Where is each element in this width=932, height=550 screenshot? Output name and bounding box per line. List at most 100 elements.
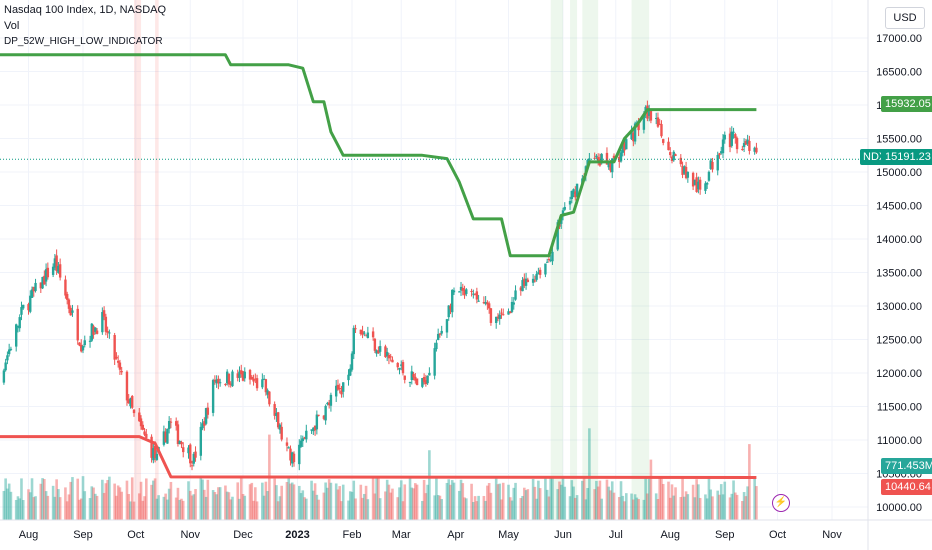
volume-bar: [559, 484, 563, 520]
volume-bar: [324, 482, 327, 520]
volume-bar: [231, 496, 234, 520]
volume-bar: [470, 483, 473, 520]
low-52w-price-tag: 10440.64: [881, 479, 932, 495]
candle-body: [674, 154, 677, 156]
volume-bar: [280, 485, 283, 520]
currency-selector[interactable]: USD: [885, 7, 925, 29]
candle-body: [224, 383, 227, 385]
candle-body: [201, 423, 204, 429]
candle-body: [400, 364, 403, 366]
volume-bar: [313, 483, 317, 520]
volume-bar: [698, 497, 702, 520]
volume-bar: [384, 491, 387, 520]
candle-body: [459, 286, 463, 291]
volume-bar: [428, 450, 431, 520]
candle-body: [667, 141, 670, 151]
candle-body: [438, 333, 442, 335]
candle-body: [363, 332, 366, 334]
candle-body: [633, 123, 637, 142]
volume-bar: [348, 491, 352, 520]
candle-body: [366, 332, 370, 338]
x-tick-label: Aug: [19, 529, 39, 541]
candle-body: [509, 311, 512, 314]
volume-bar: [595, 480, 598, 520]
volume-bar: [303, 497, 306, 520]
volume-bar: [500, 499, 503, 520]
y-tick-label: 17000.00: [876, 33, 922, 45]
volume-bar: [315, 494, 319, 520]
volume-bar: [116, 485, 120, 520]
candle-body: [138, 412, 141, 422]
volume-bar: [507, 484, 510, 520]
candle-body: [347, 374, 350, 381]
candle-body: [572, 189, 575, 194]
candle-body: [324, 405, 327, 421]
volume-bar: [510, 500, 514, 520]
candle-body: [71, 310, 74, 313]
candle-body: [679, 157, 683, 165]
volume-bar: [375, 476, 378, 520]
candle-body: [658, 123, 661, 125]
candle-body: [410, 371, 413, 381]
volume-bar: [535, 498, 538, 520]
y-tick-label: 11000.00: [877, 435, 922, 447]
candle-body: [215, 379, 218, 384]
candle-body: [227, 373, 231, 385]
candle-body: [494, 316, 498, 323]
symbol-legend[interactable]: Nasdaq 100 Index, 1D, NASDAQ: [4, 4, 167, 16]
candle-body: [654, 117, 658, 119]
candle-body: [41, 276, 44, 289]
volume-bar: [174, 497, 178, 520]
candle-body: [88, 340, 92, 342]
volume-bar: [371, 477, 375, 520]
candle-body: [375, 350, 378, 354]
volume-bar: [672, 495, 676, 520]
candle-body: [174, 421, 178, 426]
candle-body: [350, 353, 354, 370]
candle-body: [574, 191, 577, 198]
candle-body: [43, 275, 46, 285]
volume-bar: [152, 480, 155, 520]
candle-body: [169, 421, 173, 423]
candle-body: [141, 424, 144, 430]
candle-body: [378, 346, 382, 352]
volume-bar: [572, 486, 575, 520]
candle-body: [681, 166, 684, 175]
volume-bar: [385, 479, 389, 520]
volume-bar: [670, 484, 674, 520]
candle-body: [538, 269, 542, 275]
x-tick-label: Oct: [769, 529, 786, 541]
volume-bar: [609, 490, 612, 520]
lightning-icon[interactable]: ⚡: [772, 494, 790, 512]
volume-bar: [412, 488, 415, 520]
candle-body: [92, 326, 95, 335]
volume-bar: [744, 496, 748, 520]
candle-body: [461, 287, 464, 291]
volume-bar: [396, 497, 400, 520]
volume-bar: [424, 493, 428, 520]
volume-bar: [667, 481, 670, 520]
x-tick-label: Nov: [180, 529, 200, 541]
x-tick-label: Apr: [447, 529, 464, 541]
candle-body: [231, 371, 234, 387]
volume-bar: [359, 484, 363, 520]
y-tick-label: 13000.00: [876, 301, 922, 313]
indicator-legend[interactable]: DP_52W_HIGH_LOW_INDICATOR: [4, 36, 163, 47]
candle-body: [649, 110, 653, 121]
candle-body: [697, 181, 700, 190]
volume-bar: [264, 481, 268, 520]
candle-body: [472, 293, 475, 295]
volume-bar: [155, 498, 159, 520]
candle-body: [139, 418, 143, 427]
volume-bar: [691, 484, 695, 520]
volume-bar: [27, 489, 30, 520]
volume-bar: [153, 478, 157, 520]
volume-bar: [563, 486, 567, 520]
volume-bar: [415, 484, 419, 520]
candle-body: [143, 431, 146, 435]
candle-body: [315, 414, 319, 430]
volume-bar: [463, 497, 466, 520]
volume-legend[interactable]: Vol: [4, 20, 20, 32]
candle-body: [642, 114, 646, 130]
